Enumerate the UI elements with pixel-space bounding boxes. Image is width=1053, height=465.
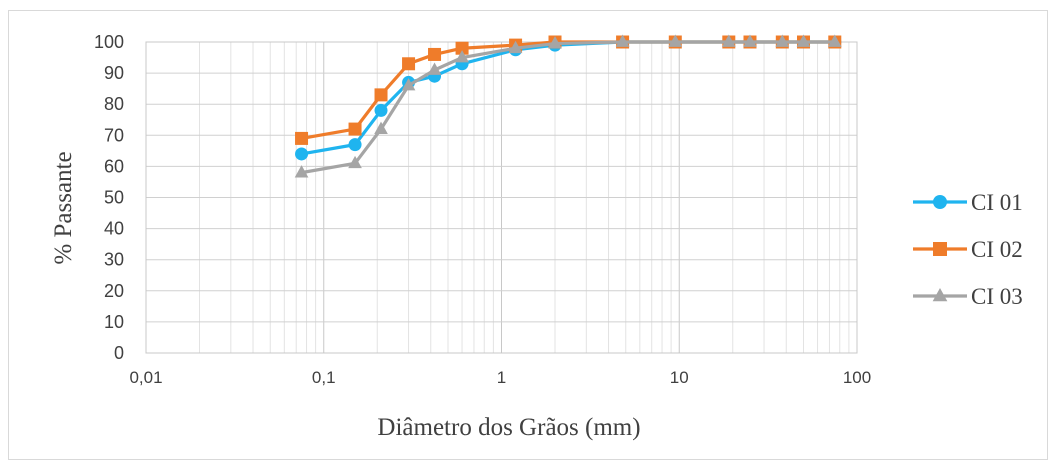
data-point: [401, 78, 416, 91]
legend-entry-ci-02: CI 02: [913, 237, 1023, 262]
legend-marker: [932, 287, 948, 302]
plot-area-border: [145, 41, 858, 354]
data-point: [374, 88, 388, 102]
y-tick-label: 0: [114, 343, 124, 363]
legend-label: CI 01: [971, 190, 1023, 215]
legend-label: CI 02: [971, 237, 1023, 262]
chart-svg: 0,01 0,1 1 10 100 0 10 20 30 40 50 60 70 80 90 100 CI 0…: [50, 32, 1023, 441]
x-tick-label: 0,01: [129, 368, 162, 387]
legend-label: CI 03: [971, 284, 1023, 309]
y-tick-label: 50: [104, 188, 124, 208]
data-point: [294, 165, 309, 178]
data-point: [428, 47, 442, 61]
data-point: [402, 57, 416, 71]
series-ci-03: [294, 34, 842, 178]
y-tick-label: 30: [104, 250, 124, 270]
data-point: [374, 121, 388, 134]
legend-marker: [933, 195, 947, 209]
y-tick-label: 70: [104, 125, 124, 145]
x-tick-label: 10: [670, 368, 689, 387]
y-tick-label: 40: [104, 219, 124, 239]
grid-layer: [145, 41, 858, 354]
y-tick-label: 80: [104, 94, 124, 114]
x-axis-title: Diâmetro dos Grãos (mm): [377, 414, 640, 441]
data-point: [796, 34, 811, 47]
data-point: [508, 40, 523, 54]
data-point: [295, 147, 309, 161]
y-tick-label: 10: [104, 312, 124, 332]
data-point: [615, 34, 630, 47]
x-tick-label: 100: [843, 368, 871, 387]
data-point: [295, 131, 309, 145]
legend-layer: CI 01 CI 02 CI 03: [913, 190, 1023, 309]
legend-entry-ci-01: CI 01: [913, 190, 1023, 215]
y-axis-title: % Passante: [50, 151, 77, 264]
axis-layer: 0,01 0,1 1 10 100 0 10 20 30 40 50 60 70 80 90 100: [94, 32, 871, 387]
y-tick-label: 90: [104, 63, 124, 83]
legend-entry-ci-03: CI 03: [913, 284, 1023, 309]
data-point: [455, 50, 469, 63]
y-tick-label: 60: [104, 156, 124, 176]
data-point: [743, 34, 757, 47]
x-tick-label: 1: [497, 368, 506, 387]
data-point: [455, 41, 469, 55]
x-tick-label: 0,1: [312, 368, 336, 387]
data-point: [427, 62, 442, 75]
data-point: [348, 155, 362, 169]
data-point: [775, 34, 790, 47]
chart-frame: 0,01 0,1 1 10 100 0 10 20 30 40 50 60 70 80 90 100 CI 0…: [8, 10, 1048, 460]
data-point: [348, 122, 362, 136]
data-point: [827, 34, 842, 47]
data-point: [668, 34, 683, 47]
y-tick-label: 100: [94, 32, 124, 52]
data-point: [374, 103, 388, 117]
y-tick-label: 20: [104, 281, 124, 301]
series-layer: [294, 34, 842, 178]
legend-marker: [933, 242, 947, 256]
data-point: [721, 34, 736, 47]
data-point: [548, 36, 562, 49]
data-point: [348, 138, 362, 152]
